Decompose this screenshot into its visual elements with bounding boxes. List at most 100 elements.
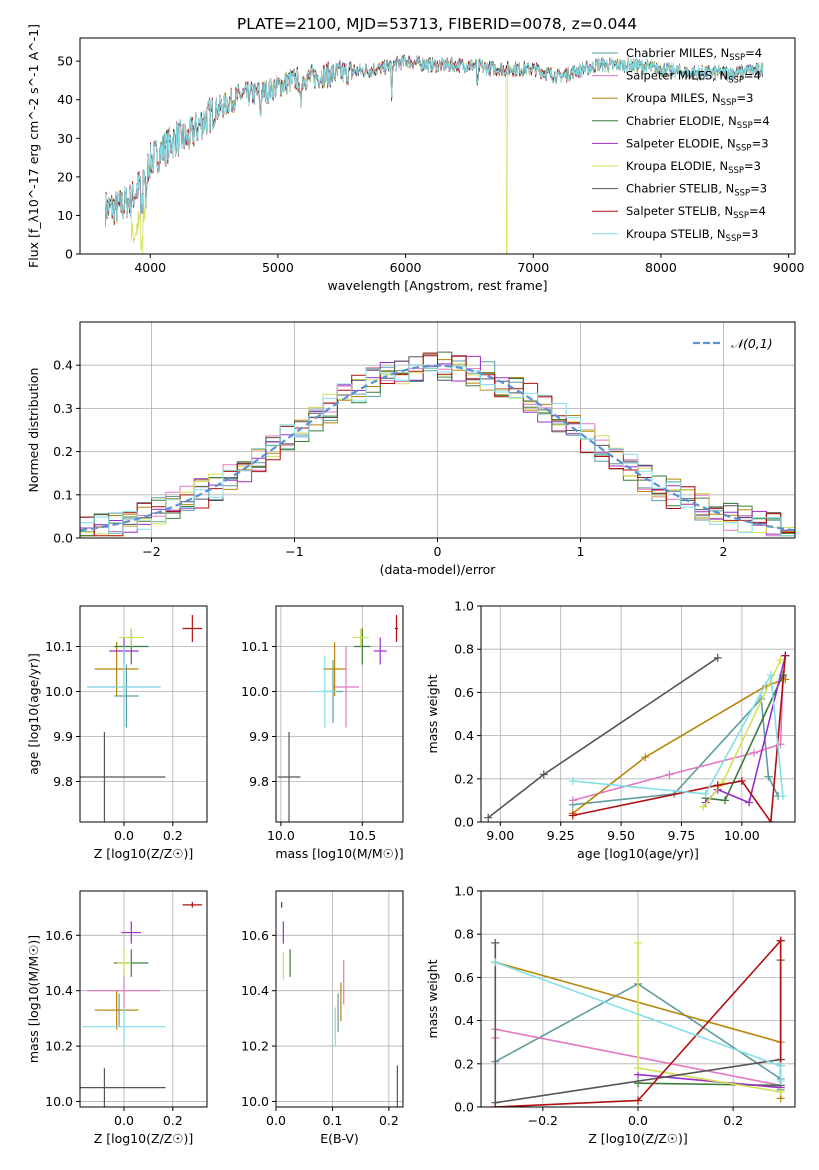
- normal-reference-curve: [80, 364, 795, 532]
- x-tick-label: −1: [285, 544, 303, 559]
- series-marker: [776, 936, 785, 945]
- x-tick-label: 0.2: [379, 1113, 399, 1128]
- series-line: [487, 657, 719, 819]
- figure-title: PLATE=2100, MJD=53713, FIBERID=0078, z=0…: [237, 15, 637, 33]
- series-marker: [776, 1077, 785, 1086]
- series-marker: [699, 802, 708, 811]
- x-tick-label: 10.00: [724, 828, 760, 843]
- series-marker: [539, 770, 548, 779]
- panel-age-vs-mass: 10.0 10.5 9.8 9.9 10.0 10.1 mass [log10(M/M☉)]: [241, 605, 404, 861]
- y-tick-label: 0.3: [53, 401, 73, 416]
- y-tick-label: 10.2: [45, 1039, 73, 1054]
- x-tick-label: 0.1: [322, 1113, 342, 1128]
- axes-frame: [275, 605, 404, 823]
- x-tick-label: 9.75: [668, 828, 696, 843]
- panel-residual-histogram: −2 −1 0 1 2 0.0 0.1 0.2 0.3 0.4 (data-model)/error…: [26, 321, 796, 577]
- series-marker: [713, 781, 722, 790]
- series-marker: [749, 748, 758, 757]
- axes-frame: [79, 605, 208, 823]
- x-tick-label: 10.5: [348, 828, 376, 843]
- series-marker: [776, 1061, 785, 1070]
- legend-sub: SSP: [728, 76, 744, 86]
- series-marker: [634, 1096, 642, 1105]
- y-tick-label: 1.0: [454, 599, 474, 614]
- legend-val: =3: [741, 227, 758, 241]
- x-tick-label: 0.0: [114, 1113, 134, 1128]
- series-marker: [568, 811, 577, 820]
- x-tick-label: −2: [142, 544, 160, 559]
- y-tick-label: 20: [57, 169, 73, 184]
- x-tick-label: 2: [720, 544, 728, 559]
- legend-entry: 𝒩(0,1): [731, 336, 773, 351]
- y-tick-label: 9.8: [53, 774, 73, 789]
- plot-area: [281, 902, 398, 1107]
- legend-entry: Chabrier MILES, NSSP=4: [626, 46, 762, 63]
- series-marker: [776, 656, 785, 664]
- y-axis-label: age [log10(age/yr)]: [26, 653, 41, 775]
- y-tick-label: 9.8: [249, 774, 269, 789]
- y-tick-label: 0.0: [454, 1100, 474, 1115]
- legend-val: =3: [736, 91, 753, 105]
- y-axis-label: mass weight: [425, 959, 440, 1038]
- y-tick-label: 9.9: [53, 729, 73, 744]
- series-marker: [766, 818, 775, 822]
- series-marker: [491, 938, 500, 947]
- legend-entry: Salpeter ELODIE, NSSP=3: [626, 136, 769, 153]
- x-tick-label: 9000: [773, 260, 805, 275]
- x-tick-label: 0.2: [163, 828, 183, 843]
- series-marker: [634, 1064, 642, 1073]
- legend-sub: SSP: [736, 143, 752, 153]
- series-marker: [634, 938, 642, 947]
- legend-sub: SSP: [734, 189, 750, 199]
- legend-sub: SSP: [737, 121, 753, 131]
- legend-entry: Chabrier STELIB, NSSP=3: [626, 182, 767, 199]
- y-tick-label: 0.8: [454, 642, 474, 657]
- y-tick-label: 0.2: [454, 1056, 474, 1071]
- x-tick-label: 10.0: [267, 828, 295, 843]
- plot-area: [80, 351, 795, 537]
- axes-frame: [79, 37, 796, 255]
- plot-area: [80, 902, 203, 1107]
- plot-area: [491, 936, 785, 1107]
- series-marker: [568, 796, 577, 805]
- x-tick-label: 5000: [262, 260, 294, 275]
- series-marker: [701, 798, 710, 807]
- series-marker: [491, 958, 500, 967]
- legend-sub: SSP: [721, 98, 737, 108]
- x-tick-label: 7000: [517, 260, 549, 275]
- x-axis-label: wavelength [Angstrom, rest frame]: [327, 278, 547, 293]
- y-tick-label: 30: [57, 131, 73, 146]
- series-marker: [484, 813, 493, 822]
- plot-area: [80, 615, 203, 822]
- legend-val: =3: [752, 136, 769, 150]
- x-tick-label: 0: [434, 544, 442, 559]
- x-tick-label: 0.2: [163, 1113, 183, 1128]
- series-marker: [713, 653, 722, 662]
- y-tick-label: 10.0: [241, 684, 269, 699]
- x-tick-label: −0.2: [528, 1113, 558, 1128]
- plot-area: [105, 53, 764, 254]
- series-marker: [718, 779, 727, 788]
- panel-mass-vs-ebv: 0.0 0.1 0.2 10.0 10.2 10.4 10.6 E(B-V): [241, 890, 404, 1146]
- spectrum-legend: Chabrier MILES, NSSP=4 Salpeter MILES, NS…: [592, 46, 770, 244]
- series-marker: [568, 776, 577, 785]
- y-tick-label: 50: [57, 54, 73, 69]
- y-tick-label: 0.8: [454, 927, 474, 942]
- x-tick-label: 0.2: [723, 1113, 743, 1128]
- series-marker: [701, 789, 710, 798]
- x-axis-label: E(B-V): [320, 1131, 359, 1146]
- series-line: [572, 672, 784, 797]
- x-tick-label: 0.0: [114, 828, 134, 843]
- y-tick-label: 0.4: [454, 1013, 474, 1028]
- legend-val: =4: [745, 46, 762, 60]
- legend-entry: Kroupa MILES, NSSP=3: [626, 91, 753, 108]
- x-axis-label: (data-model)/error: [380, 562, 497, 577]
- y-axis-label: Normed distribution: [26, 368, 41, 493]
- panel-massweight-vs-metallicity: −0.2 0.0 0.2 0.0 0.2 0.4 0.6 0.8 1.0 Z [log10(Z/Z…: [425, 884, 796, 1146]
- y-tick-label: 0.1: [53, 487, 73, 502]
- x-tick-label: 6000: [390, 260, 422, 275]
- series-marker: [778, 792, 787, 801]
- y-tick-label: 0.6: [454, 685, 474, 700]
- y-tick-label: 10.0: [45, 1094, 73, 1109]
